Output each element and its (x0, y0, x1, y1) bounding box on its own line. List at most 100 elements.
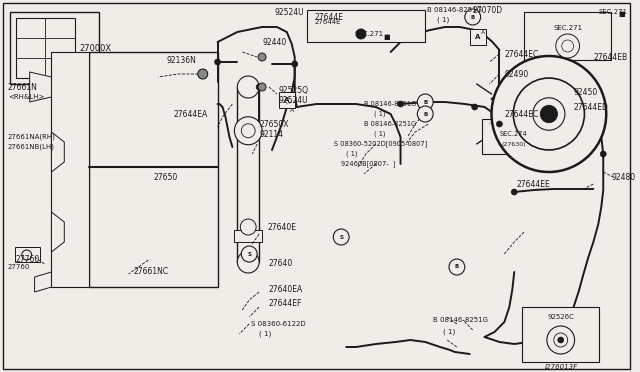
Circle shape (547, 326, 575, 354)
Text: 92440: 92440 (262, 38, 286, 46)
Circle shape (198, 69, 207, 79)
Bar (470, 29, 486, 45)
Circle shape (465, 9, 481, 25)
Bar (89, 52, 218, 287)
Polygon shape (29, 72, 51, 102)
Text: S: S (339, 234, 343, 240)
Text: B: B (455, 264, 459, 269)
Text: 27650: 27650 (154, 173, 177, 182)
Text: 27661NA(RH): 27661NA(RH) (8, 134, 56, 140)
Circle shape (237, 251, 259, 273)
Circle shape (22, 250, 31, 260)
Text: ( 1): ( 1) (374, 111, 385, 117)
Text: 92526C: 92526C (547, 314, 574, 320)
Text: ( 1): ( 1) (259, 331, 271, 337)
Text: SEC.271: SEC.271 (553, 25, 582, 31)
Circle shape (333, 229, 349, 245)
Circle shape (256, 84, 262, 90)
Text: 27644EC: 27644EC (504, 109, 539, 119)
Text: 92525Q: 92525Q (279, 86, 309, 94)
Polygon shape (51, 212, 64, 252)
Text: 27644EE: 27644EE (516, 180, 550, 189)
Circle shape (497, 121, 502, 127)
Circle shape (533, 98, 565, 130)
Text: ( 1): ( 1) (437, 17, 449, 23)
Circle shape (241, 124, 255, 138)
Bar (522, 307, 599, 362)
Text: 27640: 27640 (269, 260, 293, 269)
Text: A: A (290, 108, 294, 112)
Text: (27630): (27630) (501, 141, 525, 147)
Text: 27644E: 27644E (314, 19, 341, 25)
Circle shape (511, 189, 517, 195)
Circle shape (240, 219, 256, 235)
Text: A: A (481, 29, 485, 35)
Text: B 08146-8251G: B 08146-8251G (433, 317, 488, 323)
Text: J276013F: J276013F (544, 364, 577, 370)
Text: 92450: 92450 (573, 87, 598, 96)
Text: 92524U: 92524U (275, 7, 305, 16)
Circle shape (600, 151, 606, 157)
Text: 27644EA: 27644EA (173, 109, 207, 119)
Text: <RH&LH>: <RH&LH> (8, 94, 44, 100)
Text: S: S (247, 251, 252, 257)
Text: 92480: 92480 (611, 173, 636, 182)
Circle shape (513, 78, 584, 150)
Circle shape (472, 104, 477, 110)
Text: 27640EA: 27640EA (269, 285, 303, 295)
Bar (279, 92, 294, 108)
Text: B 08146-8251G: B 08146-8251G (428, 7, 482, 13)
Text: 27760: 27760 (16, 256, 40, 264)
Circle shape (292, 61, 298, 67)
Bar (524, 12, 611, 60)
Text: 27644ED: 27644ED (573, 103, 609, 112)
Text: 27650X: 27650X (259, 119, 289, 128)
Text: 27661NC: 27661NC (134, 267, 168, 276)
Text: ( 1): ( 1) (374, 131, 385, 137)
Text: B: B (423, 99, 428, 105)
Text: 27644E: 27644E (314, 13, 344, 22)
Text: 92524U: 92524U (279, 96, 308, 105)
Text: 27661N: 27661N (8, 83, 38, 92)
Circle shape (556, 34, 580, 58)
Text: 27760: 27760 (8, 264, 30, 270)
Bar (237, 87, 259, 262)
Bar (10, 12, 99, 84)
Circle shape (449, 259, 465, 275)
Text: 27070D: 27070D (473, 6, 503, 15)
Bar (51, 52, 89, 287)
Bar (482, 119, 546, 154)
Circle shape (258, 83, 266, 91)
Circle shape (258, 53, 266, 61)
Text: 92136N: 92136N (166, 55, 196, 64)
Circle shape (558, 337, 564, 343)
Text: 27644EB: 27644EB (593, 52, 627, 61)
Text: B: B (423, 112, 428, 116)
Circle shape (492, 56, 606, 172)
Text: 92460B[0807-  ]: 92460B[0807- ] (341, 161, 396, 167)
Text: SEC.271: SEC.271 (598, 9, 627, 15)
Circle shape (417, 94, 433, 110)
Polygon shape (51, 132, 64, 172)
Circle shape (397, 101, 403, 107)
Text: ( 1): ( 1) (443, 329, 455, 335)
Text: ( 1): ( 1) (346, 151, 358, 157)
Text: A: A (284, 97, 289, 103)
Text: 27644EF: 27644EF (269, 299, 302, 308)
Circle shape (356, 29, 366, 39)
Text: ■: ■ (384, 34, 390, 40)
Text: ■: ■ (618, 11, 625, 17)
Circle shape (214, 59, 221, 65)
Text: 27661NB(LH): 27661NB(LH) (8, 144, 55, 150)
Bar (16, 18, 75, 78)
Text: B 08146-8251G: B 08146-8251G (364, 121, 416, 127)
Circle shape (241, 246, 257, 262)
Text: 92114: 92114 (259, 129, 283, 138)
Text: S 08360-6122D: S 08360-6122D (251, 321, 306, 327)
Text: B: B (470, 15, 475, 19)
Bar (234, 230, 262, 242)
Text: 92490: 92490 (504, 70, 529, 78)
Bar (307, 10, 425, 42)
Circle shape (234, 117, 262, 145)
Circle shape (540, 105, 557, 123)
